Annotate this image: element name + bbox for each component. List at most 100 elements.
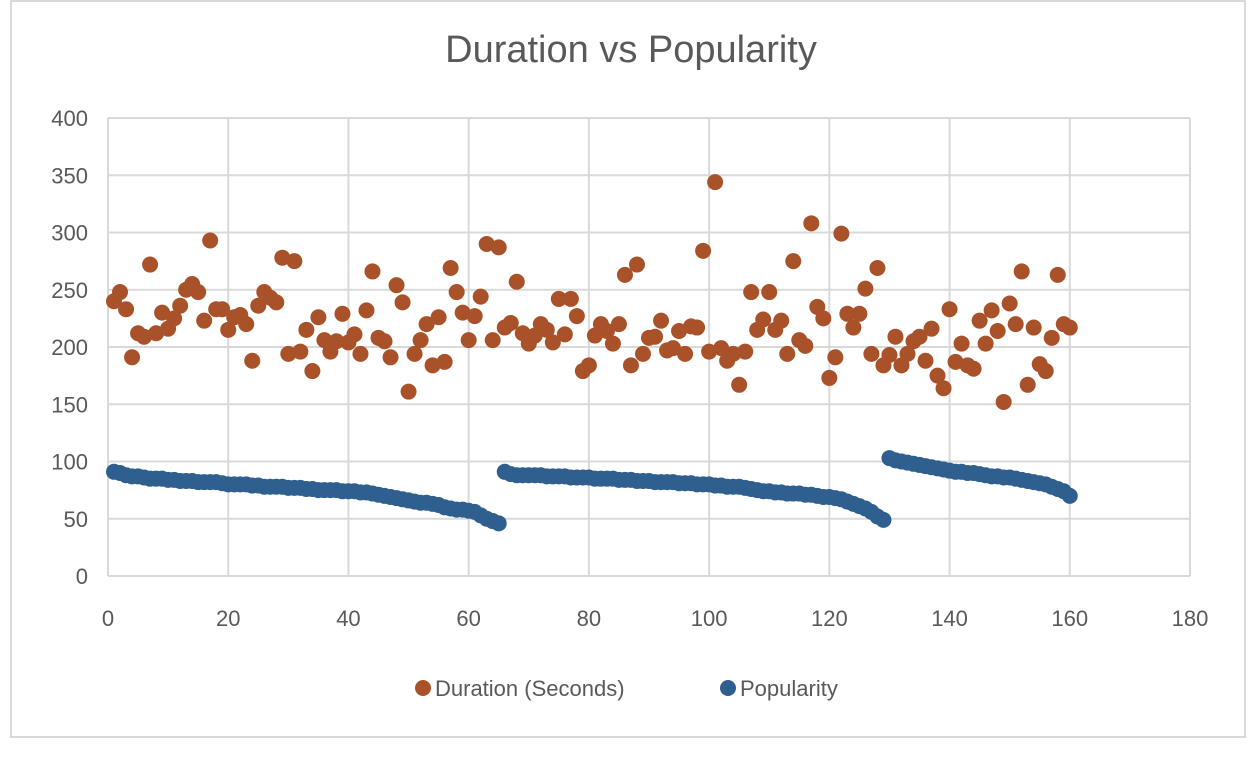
data-point [1037,363,1054,380]
y-tick-label: 200 [51,335,88,360]
data-point [977,335,994,352]
data-point [1019,376,1036,393]
data-point [568,308,585,325]
data-point [917,352,934,369]
data-point [166,310,183,327]
data-point [779,345,796,362]
data-point [785,253,802,270]
data-point [616,266,633,283]
data-point [995,393,1012,410]
y-tick-label: 300 [51,221,88,246]
data-point [953,335,970,352]
axes: 0 50 100 150 200 250 300 350 400 0 20 40 60 80 100 120 1… [51,106,1208,631]
data-point [743,284,760,301]
data-point [430,309,447,326]
data-point [653,312,670,329]
y-tick-label: 250 [51,278,88,303]
data-point [250,297,267,314]
chart-title: Duration vs Popularity [445,29,817,71]
x-tick-label: 120 [811,606,848,631]
data-point [725,345,742,362]
data-point [388,277,405,294]
data-point [689,319,706,336]
data-point [863,345,880,362]
data-point [923,320,940,337]
grid-lines [107,117,1191,577]
data-point [286,253,303,270]
data-point [647,328,664,345]
data-point [773,312,790,329]
data-point [983,302,1000,319]
data-point [292,343,309,360]
x-tick-label: 60 [456,606,480,631]
data-point [1001,295,1018,312]
data-point [665,340,682,357]
data-point [424,357,441,374]
data-point [490,239,507,256]
data-points [106,174,1078,532]
data-point [797,337,814,354]
data-point [148,325,165,342]
data-point [478,235,495,252]
data-point [755,311,772,328]
data-point [550,290,567,307]
data-point [136,328,153,345]
data-point [502,314,519,331]
data-point [406,345,423,362]
data-point [334,305,351,322]
data-point [580,357,597,374]
data-point [851,305,868,322]
data-point [364,263,381,280]
data-point [695,242,712,259]
data-point [466,308,483,325]
data-point [610,316,627,333]
data-point [244,352,261,369]
data-point [707,174,724,191]
data-point [731,376,748,393]
data-point [881,347,898,364]
data-point [556,326,573,343]
data-point [310,309,327,326]
data-point [220,321,237,338]
data-point [839,305,856,322]
data-point [112,284,129,301]
data-point [172,297,189,314]
data-point [142,256,159,273]
data-point [827,349,844,366]
data-point [124,349,141,366]
legend-label-duration: Duration (Seconds) [435,676,625,701]
data-point [1043,329,1060,346]
x-tick-label: 160 [1051,606,1088,631]
x-tick-label: 140 [931,606,968,631]
data-point [1025,319,1042,336]
y-tick-label: 0 [76,564,88,589]
data-point [671,322,688,339]
data-point [1061,319,1078,336]
data-point [358,302,375,319]
data-point [508,273,525,290]
data-point [376,333,393,350]
data-point [622,357,639,374]
data-point [845,319,862,336]
data-point [538,321,555,338]
data-point [382,349,399,366]
data-point [214,301,231,318]
data-point [472,288,489,305]
data-point [875,511,892,528]
x-tick-label: 100 [691,606,728,631]
data-point [274,249,291,266]
data-point [1061,487,1078,504]
data-point [304,363,321,380]
data-point [544,334,561,351]
y-tick-label: 350 [51,163,88,188]
x-tick-label: 40 [336,606,360,631]
data-point [989,322,1006,339]
series-popularity [106,450,1078,532]
data-point [929,367,946,384]
data-point [454,304,471,321]
chart-frame: Duration vs Popularity 0 50 100 150 200 250 30… [10,0,1246,738]
data-point [352,345,369,362]
data-point [815,310,832,327]
data-point [1049,266,1066,283]
data-point [436,353,453,370]
